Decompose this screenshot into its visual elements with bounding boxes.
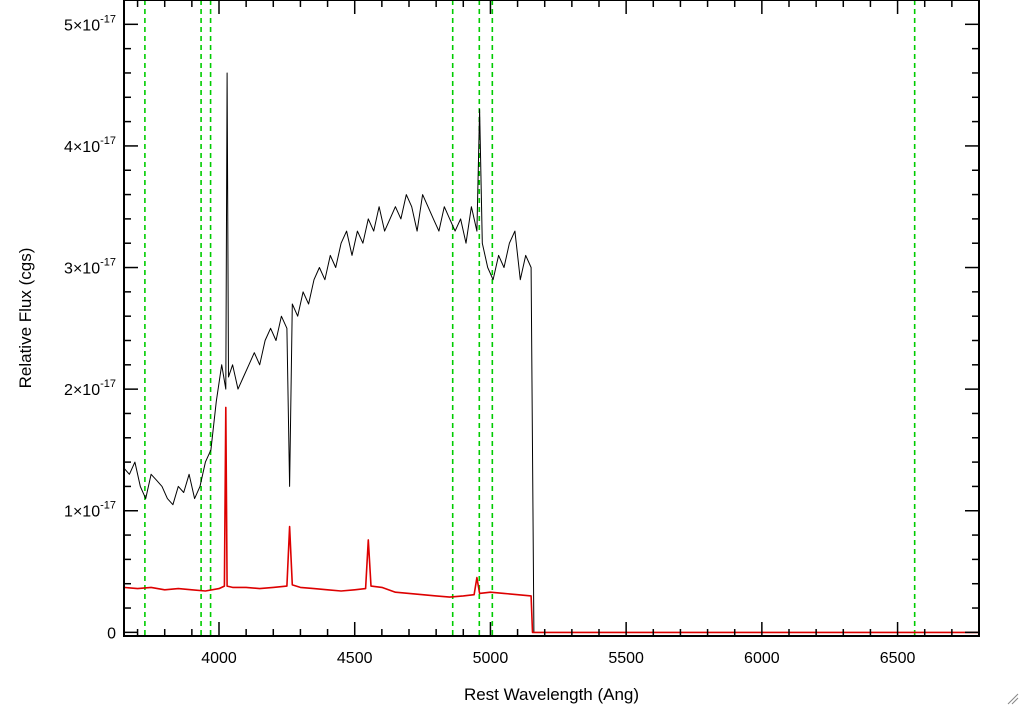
x-tick-label-5: 6500 [880, 650, 916, 667]
x-tick-label-1: 4500 [337, 650, 373, 667]
resize-grip-icon [1007, 693, 1019, 705]
x-axis-label: Rest Wavelength (Ang) [464, 685, 639, 704]
series-line-1 [123, 406, 979, 634]
spectrum-series [123, 72, 979, 634]
y-tick-label-0: 0 [107, 625, 116, 642]
x-tick-label-2: 5000 [473, 650, 509, 667]
series-line-0 [123, 72, 535, 633]
y-tick-label-2: 2×10-17 [64, 378, 116, 399]
x-tick-label-3: 5500 [608, 650, 644, 667]
y-axis-label: Relative Flux (cgs) [16, 248, 35, 389]
y-tick-label-5: 5×10-17 [64, 13, 116, 34]
emission-line-markers [144, 0, 916, 636]
y-tick-label-4: 4×10-17 [64, 135, 116, 156]
x-tick-label-0: 4000 [201, 650, 237, 667]
y-axis-ticks: 0 1×10-17 2×10-17 3×10-17 4×10-17 5×10-17 [64, 0, 979, 642]
x-axis-ticks: 4000 4500 5000 5500 6000 6500 [136, 0, 980, 667]
y-tick-label-3: 3×10-17 [64, 257, 116, 278]
plot-frame [123, 0, 980, 637]
y-tick-label-1: 1×10-17 [64, 500, 116, 521]
x-tick-label-4: 6000 [744, 650, 780, 667]
